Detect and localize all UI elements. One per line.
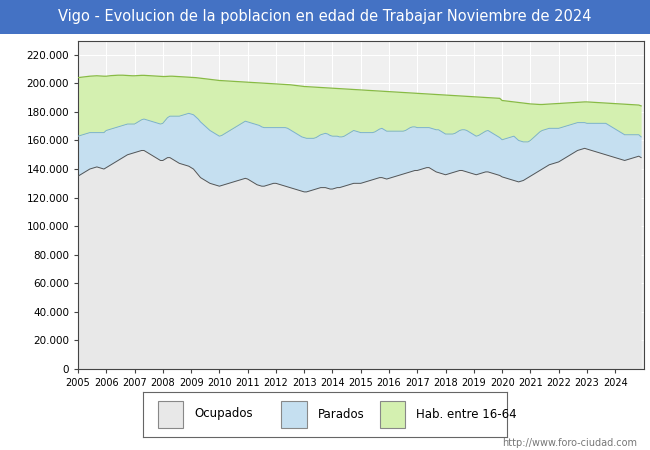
- FancyBboxPatch shape: [380, 400, 405, 428]
- Text: Hab. entre 16-64: Hab. entre 16-64: [416, 408, 517, 420]
- FancyBboxPatch shape: [281, 400, 307, 428]
- Text: Ocupados: Ocupados: [194, 408, 253, 420]
- Text: http://www.foro-ciudad.com: http://www.foro-ciudad.com: [502, 438, 637, 448]
- Text: Parados: Parados: [318, 408, 365, 420]
- Text: Vigo - Evolucion de la poblacion en edad de Trabajar Noviembre de 2024: Vigo - Evolucion de la poblacion en edad…: [58, 9, 592, 24]
- FancyBboxPatch shape: [157, 400, 183, 428]
